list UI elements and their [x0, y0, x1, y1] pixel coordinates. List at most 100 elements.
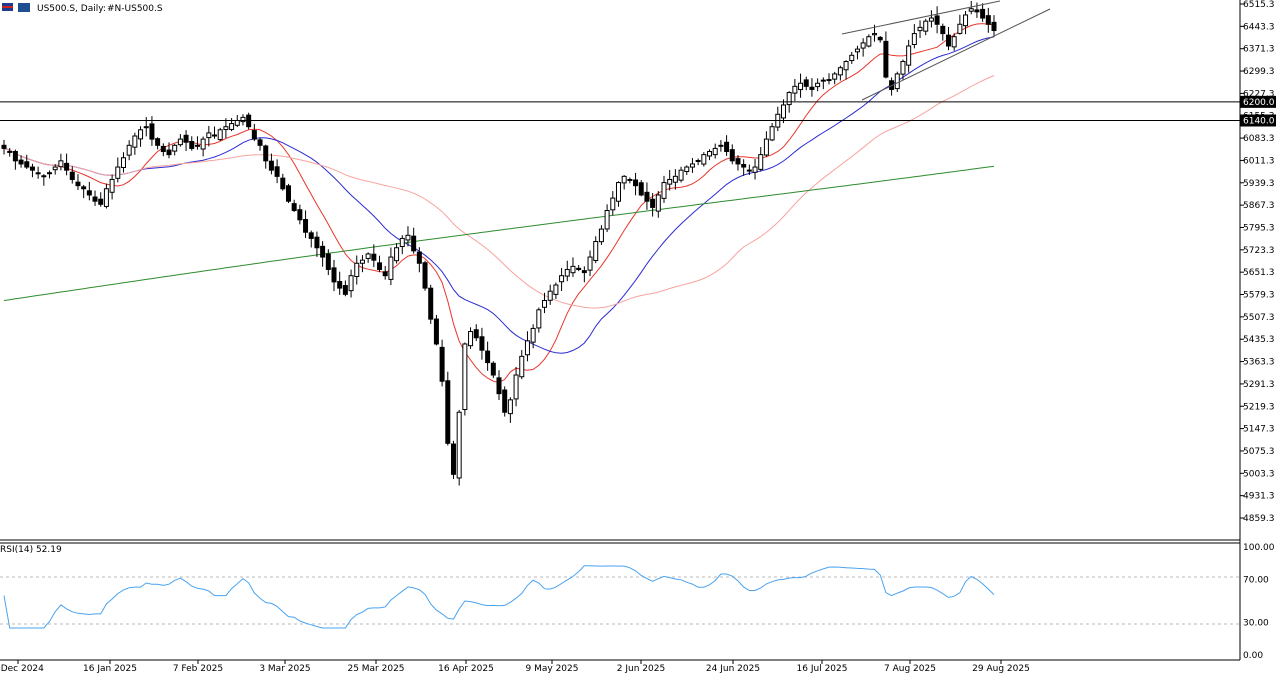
candle-body: [655, 194, 661, 212]
candle-body: [490, 362, 496, 376]
candle-body: [991, 21, 997, 31]
candle-body: [729, 149, 735, 162]
rsi-tick-label: 100.00: [1243, 543, 1275, 553]
candle-body: [581, 270, 587, 274]
candle-body: [7, 150, 13, 153]
candle-body: [359, 259, 365, 264]
candle-body: [667, 178, 673, 185]
candle-body: [308, 232, 314, 239]
candle-body: [627, 178, 633, 181]
candle-body: [268, 160, 274, 171]
candle-body: [439, 346, 445, 382]
candle-body: [81, 186, 87, 190]
ma-200-line: [3, 165, 995, 301]
price-tick-label: 6515.3: [1243, 0, 1275, 10]
candle-body: [212, 134, 218, 137]
candle-body: [166, 149, 172, 156]
candle-body: [160, 145, 166, 153]
candle-body: [149, 123, 155, 140]
level-tag: [1240, 95, 1276, 108]
time-tick-label: 2 Jun 2025: [617, 664, 665, 674]
candle-body: [251, 130, 257, 140]
candle-body: [411, 235, 417, 252]
candle-body: [542, 300, 548, 308]
trendlines[interactable]: [841, 0, 1051, 101]
candle-body: [320, 245, 326, 258]
candle-body: [109, 178, 115, 193]
candle-body: [257, 139, 263, 146]
level-label: 6140.0: [1243, 116, 1275, 126]
time-tick-label: 7 Feb 2025: [173, 664, 223, 674]
candle-body: [763, 138, 769, 156]
candle-body: [707, 151, 713, 157]
candle-body: [741, 163, 747, 168]
candle-body: [633, 179, 639, 187]
chart-header: US500.S, Daily: #N-US500.S: [2, 3, 163, 14]
candle-body: [155, 138, 161, 146]
candle-body: [229, 123, 235, 130]
candle-body: [29, 166, 35, 171]
rsi-pane: RSI(14) 52.19 100.00 70.00 30.00 0.00: [0, 543, 1275, 661]
candle-body: [866, 36, 872, 47]
candle-body: [684, 166, 690, 173]
candle-body: [780, 104, 786, 119]
candle-body: [120, 157, 126, 169]
candle-body: [553, 284, 559, 295]
level-label: 6200.0: [1243, 98, 1275, 108]
candle-body: [285, 185, 291, 202]
candle-body: [809, 86, 815, 90]
symbol-name: #N-US500.S: [107, 4, 163, 14]
candle-body: [399, 237, 405, 248]
candle-body: [724, 141, 730, 153]
candle-body: [394, 247, 400, 262]
candle-body: [695, 160, 701, 163]
price-tick-label: 5147.3: [1243, 425, 1275, 435]
time-tick-label: 7 Aug 2025: [884, 664, 936, 674]
horizontal-levels[interactable]: 6200.0 6140.0: [0, 95, 1276, 127]
candle-body: [718, 144, 724, 147]
candle-body: [138, 129, 144, 140]
candle-body: [445, 380, 451, 444]
candle-body: [547, 290, 553, 301]
candle-body: [433, 318, 439, 345]
chart-type-icon[interactable]: [18, 3, 30, 12]
candle-body: [18, 159, 24, 165]
candle-body: [530, 327, 536, 343]
candle-body: [837, 67, 843, 76]
price-tick-label: 5723.3: [1243, 246, 1275, 256]
price-tick-label: 6371.3: [1243, 45, 1275, 55]
candle-body: [69, 171, 75, 180]
price-tick-label: 6011.3: [1243, 156, 1275, 166]
candle-body: [377, 262, 383, 270]
candle-body: [900, 61, 906, 75]
candle-body: [735, 158, 741, 165]
candle-body: [422, 262, 428, 289]
rsi-line: [3, 565, 995, 629]
candle-body: [64, 162, 70, 171]
candle-body: [650, 198, 656, 208]
time-tick-label: 25 Mar 2025: [347, 664, 404, 674]
candle-body: [331, 267, 337, 283]
candle-body: [303, 219, 309, 233]
level-tag: [1240, 114, 1276, 127]
candle-body: [985, 15, 991, 25]
candle-body: [701, 154, 707, 165]
candle-body: [217, 129, 223, 141]
candle-body: [75, 181, 81, 187]
candle-body: [758, 154, 764, 170]
candle-body: [928, 17, 934, 22]
candle-body: [35, 172, 41, 175]
candle-body: [325, 253, 331, 270]
candle-body: [507, 399, 513, 415]
time-tick-label: 3 Dec 2024: [0, 664, 44, 674]
candle-body: [485, 350, 491, 364]
wedge-lower-line: [861, 8, 1051, 101]
price-tick-label: 5219.3: [1243, 402, 1275, 412]
candle-body: [456, 411, 462, 479]
candle-body: [860, 42, 866, 49]
candle-body: [661, 182, 667, 199]
candle-body: [968, 8, 974, 12]
candle-body: [468, 331, 474, 347]
